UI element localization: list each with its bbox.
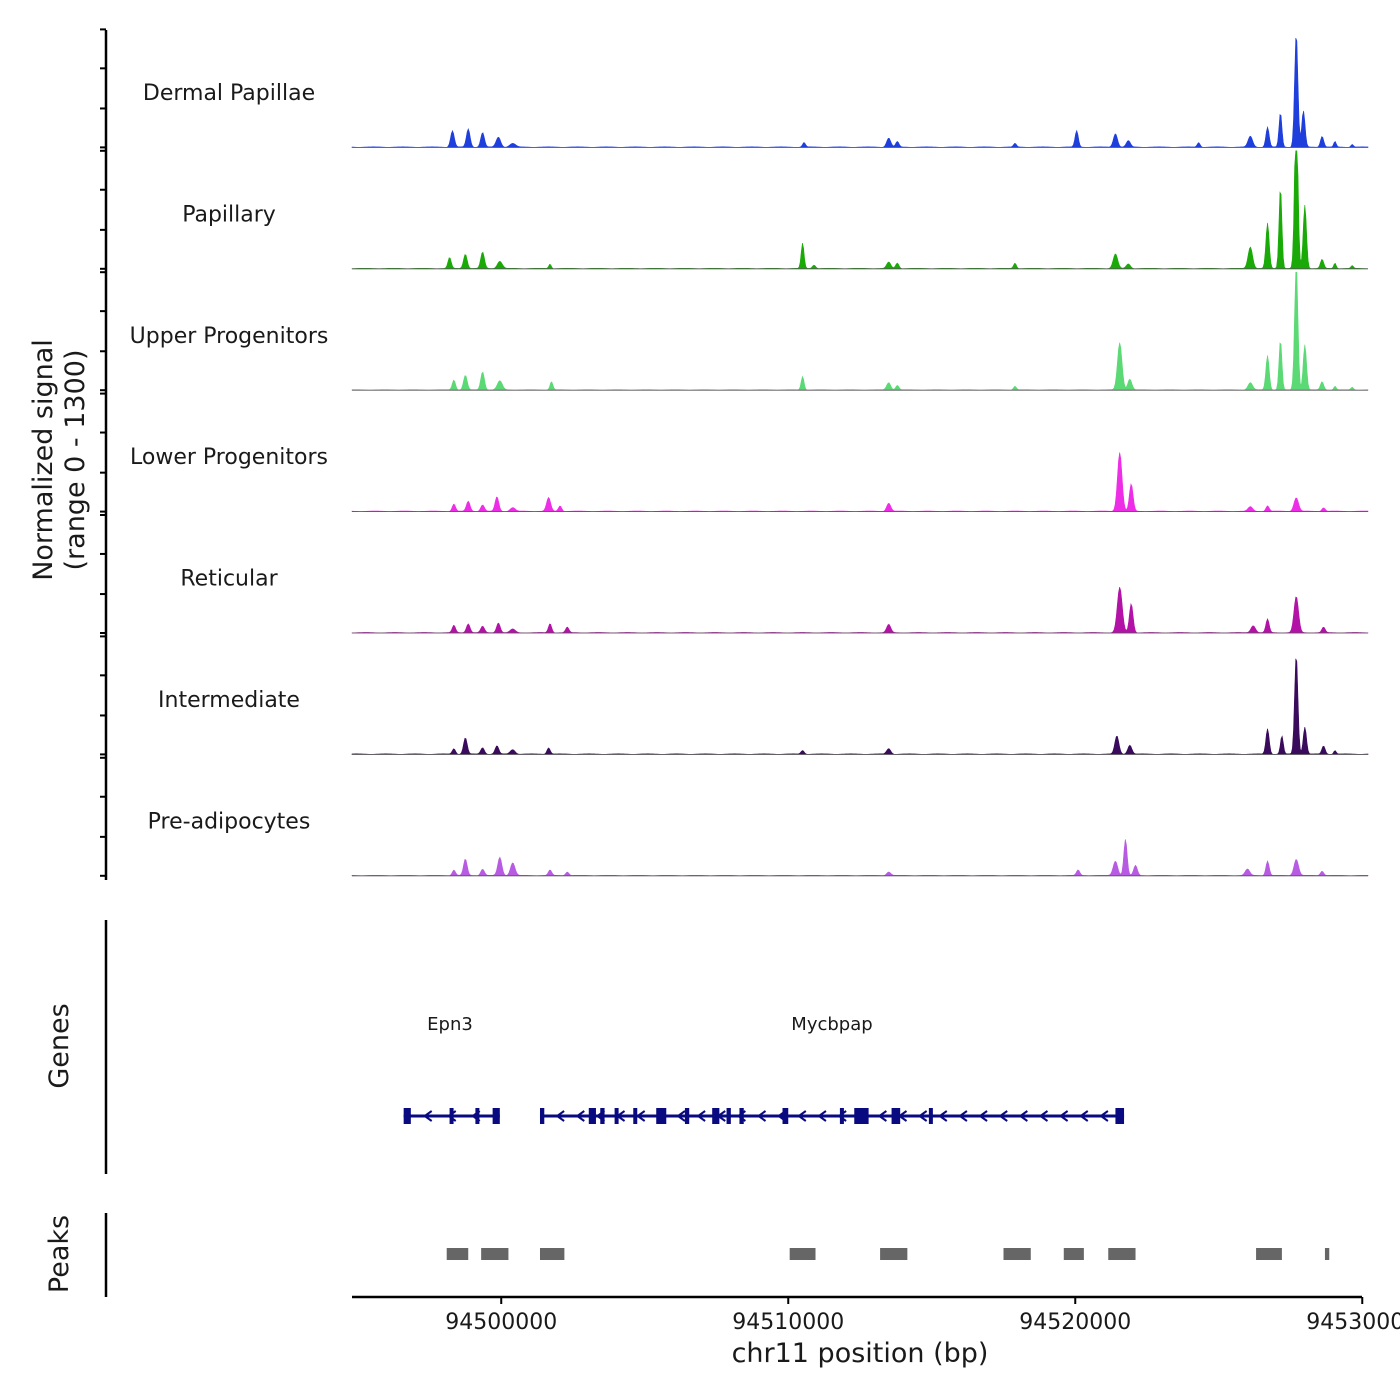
gene-1-strand-arrow-1 xyxy=(555,1110,565,1122)
gene-0-strand-arrow-2 xyxy=(447,1110,457,1122)
gene-0-strand-arrow-3 xyxy=(471,1110,481,1122)
signal-track-2-label: Upper Progenitors xyxy=(130,324,329,349)
gene-1-exon-12 xyxy=(854,1108,869,1124)
x-tick-label-3: 94530000 xyxy=(1306,1310,1400,1335)
signal-track-3-label: Lower Progenitors xyxy=(130,445,328,470)
signal-track-5-label: Intermediate xyxy=(158,688,300,713)
signal-track-4-label: Reticular xyxy=(180,567,278,592)
peak-region-0 xyxy=(446,1248,469,1260)
gene-1-strand-arrow-4 xyxy=(615,1110,626,1122)
gene-1-exon-6 xyxy=(684,1108,690,1124)
gene-1-strand-arrow-25 xyxy=(1038,1110,1049,1122)
gene-1-strand-arrow-16 xyxy=(857,1110,867,1122)
gene-1-exon-2 xyxy=(600,1108,605,1124)
gene-1-exon-14 xyxy=(928,1108,933,1124)
gene-1-strand-arrow-15 xyxy=(837,1110,847,1122)
gene-1-strand-arrow-7 xyxy=(676,1110,686,1122)
peak-region-9 xyxy=(1324,1248,1330,1260)
x-tick-label-2: 94520000 xyxy=(1019,1310,1131,1335)
gene-0-exon-1 xyxy=(449,1108,454,1124)
gene-1-strand-arrow-12 xyxy=(776,1110,787,1122)
signal-track-4-area xyxy=(351,587,1369,634)
signal-track-2-area xyxy=(351,271,1369,391)
gene-1-exon-5 xyxy=(656,1108,667,1124)
signal-track-6-area xyxy=(351,839,1369,877)
peak-region-5 xyxy=(1003,1248,1031,1260)
peak-region-7 xyxy=(1108,1248,1136,1260)
gene-0-exon-2 xyxy=(475,1108,480,1124)
signal-track-6-label: Pre-adipocytes xyxy=(148,809,311,834)
peak-region-8 xyxy=(1256,1248,1282,1260)
gene-1-strand-arrow-13 xyxy=(797,1110,807,1122)
signal-track-1-area xyxy=(351,150,1369,270)
peak-region-2 xyxy=(539,1248,565,1260)
gene-1-strand-arrow-5 xyxy=(635,1110,646,1122)
gene-1-strand-arrow-28 xyxy=(1099,1110,1109,1122)
gene-1-strand-arrow-27 xyxy=(1079,1110,1089,1122)
gene-1-strand-arrow-23 xyxy=(998,1110,1008,1122)
gene-1-exon-0 xyxy=(539,1108,545,1124)
gene-1-strand-arrow-22 xyxy=(978,1110,988,1122)
x-axis: 94500000 94510000 94520000 94530000 xyxy=(352,1295,1400,1335)
signal-axis-title-line2: (range 0 - 1300) xyxy=(60,350,91,571)
gene-1-strand-arrow-18 xyxy=(897,1110,908,1122)
gene-0-strand-arrow-1 xyxy=(422,1110,433,1122)
gene-1-exon-1 xyxy=(588,1108,596,1124)
gene-1-strand-arrow-11 xyxy=(756,1110,767,1122)
gene-1-strand-arrow-14 xyxy=(817,1110,827,1122)
gene-1-strand-arrow-19 xyxy=(917,1110,928,1122)
gene-1-strand-arrow-3 xyxy=(595,1110,605,1122)
gene-1-strand-arrow-17 xyxy=(877,1110,887,1122)
gene-1-exon-7 xyxy=(712,1108,720,1124)
x-axis-title: chr11 position (bp) xyxy=(732,1338,989,1369)
x-tick-label-0: 94500000 xyxy=(445,1310,557,1335)
gene-1-exon-15 xyxy=(1115,1108,1125,1124)
peak-region-6 xyxy=(1063,1248,1084,1260)
genes-axis-title: Genes xyxy=(44,1003,75,1088)
gene-1-exon-13 xyxy=(891,1108,901,1124)
gene-1-strand-arrow-8 xyxy=(696,1110,706,1122)
gene-1-label: Mycbpap xyxy=(791,1014,872,1035)
gene-1-strand-arrow-24 xyxy=(1018,1110,1028,1122)
gene-1-strand-arrow-9 xyxy=(716,1110,726,1122)
gene-0-exon-3 xyxy=(492,1108,500,1124)
x-tick-label-1: 94510000 xyxy=(732,1310,844,1335)
gene-1-strand-arrow-26 xyxy=(1058,1110,1069,1122)
gene-1-exon-10 xyxy=(782,1108,789,1124)
peak-region-4 xyxy=(880,1248,908,1260)
gene-1-strand-arrow-10 xyxy=(736,1110,746,1122)
gene-1-exon-11 xyxy=(839,1108,844,1124)
gene-0-label: Epn3 xyxy=(427,1014,473,1035)
signal-panel: Dermal Papillae Papillary Upper Progenitor… xyxy=(100,28,1369,880)
peak-panel xyxy=(104,1213,1330,1297)
gene-1-strand-arrow-6 xyxy=(656,1110,666,1122)
signal-track-3-area xyxy=(351,452,1369,512)
gene-1-strand-arrow-20 xyxy=(938,1110,948,1122)
signal-track-1-label: Papillary xyxy=(182,202,276,227)
gene-0-exon-0 xyxy=(403,1108,411,1124)
signal-track-0-label: Dermal Papillae xyxy=(143,81,315,106)
signal-track-5-area xyxy=(351,658,1369,755)
gene-1-exon-8 xyxy=(726,1108,731,1124)
peaks-axis-title: Peaks xyxy=(44,1215,75,1293)
gene-panel: Epn3 Mycbpap xyxy=(104,920,1125,1174)
peak-region-3 xyxy=(789,1248,816,1260)
gene-1-exon-4 xyxy=(633,1108,638,1124)
gene-1-strand-arrow-21 xyxy=(958,1110,968,1122)
gene-1-exon-9 xyxy=(739,1108,744,1124)
peak-region-1 xyxy=(481,1248,509,1260)
gene-1-strand-arrow-2 xyxy=(575,1110,585,1122)
signal-axis-title-line1: Normalized signal xyxy=(28,339,59,581)
signal-track-0-area xyxy=(351,37,1369,148)
